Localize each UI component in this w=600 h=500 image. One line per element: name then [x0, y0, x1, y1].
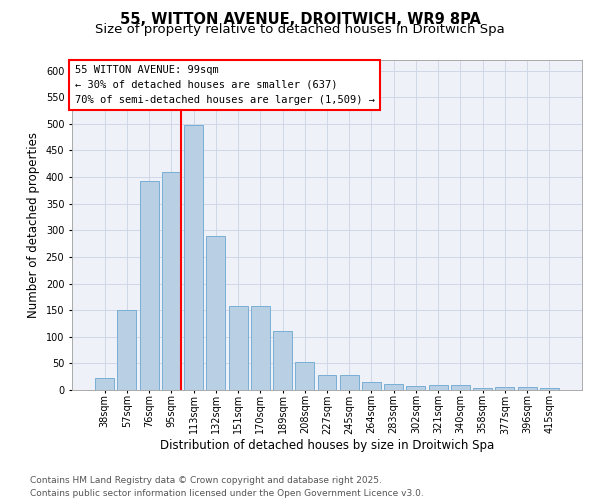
- Y-axis label: Number of detached properties: Number of detached properties: [27, 132, 40, 318]
- Bar: [162, 172, 181, 390]
- Bar: [273, 332, 292, 390]
- Bar: [184, 125, 203, 390]
- Bar: [206, 236, 225, 390]
- Bar: [229, 306, 248, 390]
- Bar: [496, 387, 514, 390]
- Bar: [140, 181, 158, 390]
- Text: Size of property relative to detached houses in Droitwich Spa: Size of property relative to detached ho…: [95, 22, 505, 36]
- Bar: [340, 375, 359, 390]
- Bar: [362, 382, 381, 390]
- Text: 55 WITTON AVENUE: 99sqm
← 30% of detached houses are smaller (637)
70% of semi-d: 55 WITTON AVENUE: 99sqm ← 30% of detache…: [74, 65, 374, 104]
- Bar: [95, 378, 114, 390]
- Bar: [384, 384, 403, 390]
- Bar: [251, 306, 270, 390]
- Bar: [473, 388, 492, 390]
- Bar: [295, 362, 314, 390]
- Bar: [451, 384, 470, 390]
- Text: 55, WITTON AVENUE, DROITWICH, WR9 8PA: 55, WITTON AVENUE, DROITWICH, WR9 8PA: [119, 12, 481, 28]
- Bar: [429, 385, 448, 390]
- Bar: [540, 388, 559, 390]
- Bar: [406, 386, 425, 390]
- Bar: [118, 310, 136, 390]
- Text: Contains HM Land Registry data © Crown copyright and database right 2025.
Contai: Contains HM Land Registry data © Crown c…: [30, 476, 424, 498]
- Bar: [317, 375, 337, 390]
- Bar: [518, 388, 536, 390]
- X-axis label: Distribution of detached houses by size in Droitwich Spa: Distribution of detached houses by size …: [160, 439, 494, 452]
